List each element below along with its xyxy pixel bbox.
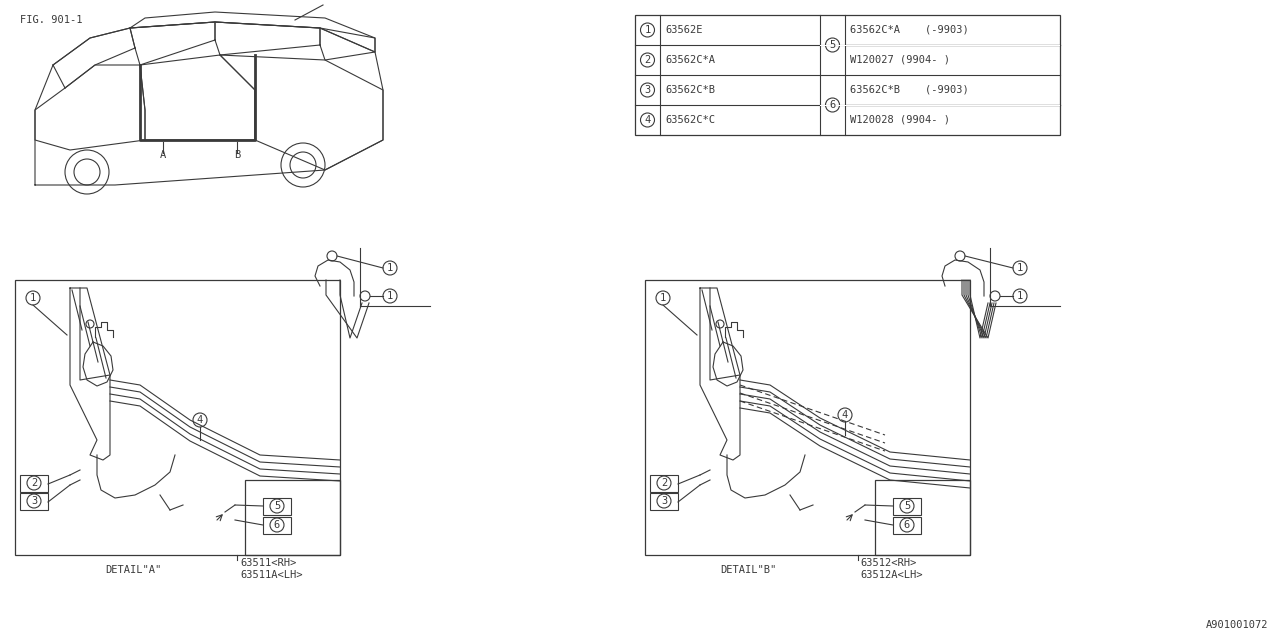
Text: 63562C*C: 63562C*C bbox=[666, 115, 716, 125]
Text: 6: 6 bbox=[829, 100, 836, 110]
Bar bbox=[244, 480, 340, 555]
Bar bbox=[645, 280, 970, 555]
Bar bbox=[876, 480, 970, 555]
Text: 4: 4 bbox=[644, 115, 650, 125]
Bar bbox=[650, 493, 678, 510]
Bar bbox=[15, 280, 340, 555]
Text: 63562C*A    (-9903): 63562C*A (-9903) bbox=[850, 25, 969, 35]
Bar bbox=[845, 104, 1060, 106]
Text: 2: 2 bbox=[644, 55, 650, 65]
Text: B: B bbox=[234, 150, 241, 160]
Text: W120027 (9904- ): W120027 (9904- ) bbox=[850, 55, 950, 65]
Text: 1: 1 bbox=[29, 293, 36, 303]
Text: 3: 3 bbox=[660, 496, 667, 506]
Text: 5: 5 bbox=[904, 501, 910, 511]
Text: 1: 1 bbox=[387, 291, 393, 301]
Bar bbox=[262, 517, 291, 534]
Text: 63562E: 63562E bbox=[666, 25, 703, 35]
Bar bbox=[20, 475, 49, 492]
Text: 1: 1 bbox=[644, 25, 650, 35]
Text: 2: 2 bbox=[31, 478, 37, 488]
Text: 63511<RH>: 63511<RH> bbox=[241, 558, 296, 568]
Bar bbox=[893, 498, 922, 515]
Text: 1: 1 bbox=[387, 263, 393, 273]
Text: 4: 4 bbox=[197, 415, 204, 425]
Text: DETAIL"B": DETAIL"B" bbox=[719, 565, 776, 575]
Text: 2: 2 bbox=[660, 478, 667, 488]
Text: A: A bbox=[160, 150, 166, 160]
Text: 63512<RH>: 63512<RH> bbox=[860, 558, 916, 568]
Text: 63516: 63516 bbox=[325, 0, 356, 2]
Text: A901001072: A901001072 bbox=[1206, 620, 1268, 630]
Bar bbox=[20, 493, 49, 510]
Text: DETAIL"A": DETAIL"A" bbox=[105, 565, 161, 575]
Text: 6: 6 bbox=[904, 520, 910, 530]
Text: W120028 (9904- ): W120028 (9904- ) bbox=[850, 115, 950, 125]
Text: 63562C*B: 63562C*B bbox=[666, 85, 716, 95]
Text: 63511A<LH>: 63511A<LH> bbox=[241, 570, 302, 580]
Text: 1: 1 bbox=[660, 293, 666, 303]
Bar bbox=[650, 475, 678, 492]
Text: 1: 1 bbox=[1016, 291, 1023, 301]
Bar bbox=[893, 517, 922, 534]
Text: 5: 5 bbox=[274, 501, 280, 511]
Bar bbox=[635, 15, 1060, 135]
Bar bbox=[262, 498, 291, 515]
Text: 6: 6 bbox=[274, 520, 280, 530]
Text: 1: 1 bbox=[1016, 263, 1023, 273]
Text: 4: 4 bbox=[842, 410, 849, 420]
Text: 63562C*B    (-9903): 63562C*B (-9903) bbox=[850, 85, 969, 95]
Bar bbox=[820, 104, 845, 106]
Text: 63512A<LH>: 63512A<LH> bbox=[860, 570, 923, 580]
Text: FIG. 901-1: FIG. 901-1 bbox=[20, 15, 82, 25]
Text: 63562C*A: 63562C*A bbox=[666, 55, 716, 65]
Text: 3: 3 bbox=[644, 85, 650, 95]
Text: 3: 3 bbox=[31, 496, 37, 506]
Text: 5: 5 bbox=[829, 40, 836, 50]
